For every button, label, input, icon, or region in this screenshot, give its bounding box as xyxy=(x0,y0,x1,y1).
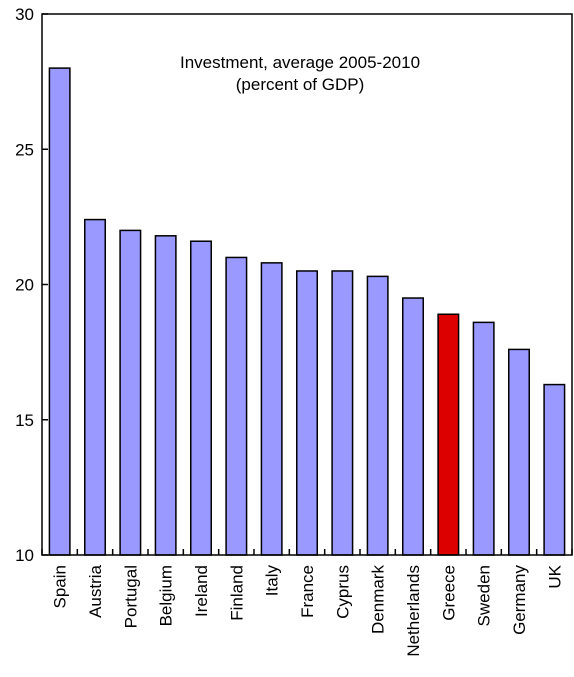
x-category-label: Cyprus xyxy=(333,565,352,619)
bar-greece xyxy=(437,313,460,556)
x-category-label: France xyxy=(298,565,317,618)
chart-title: Investment, average 2005-2010 xyxy=(180,53,420,72)
bar-italy xyxy=(260,262,283,556)
x-category-label: Denmark xyxy=(369,565,388,634)
bar-finland xyxy=(225,256,248,556)
x-category-label: Netherlands xyxy=(404,565,423,657)
bar-netherlands xyxy=(402,297,424,556)
x-category-label: Ireland xyxy=(192,565,211,617)
x-category-label: UK xyxy=(545,564,564,588)
y-tick-label: 10 xyxy=(15,546,34,565)
bar-sweden xyxy=(472,321,495,556)
bar-cyprus xyxy=(331,270,354,556)
x-category-label: Italy xyxy=(263,565,282,597)
y-tick-label: 15 xyxy=(15,411,34,430)
bar-spain xyxy=(48,67,71,556)
bars-group xyxy=(48,67,566,556)
bar-germany xyxy=(508,348,530,556)
bar-uk xyxy=(543,383,566,556)
bar-france xyxy=(296,270,318,556)
bar-denmark xyxy=(366,275,389,556)
x-category-label: Spain xyxy=(51,565,70,608)
bar-belgium xyxy=(154,235,177,556)
x-category-label: Greece xyxy=(439,565,458,621)
x-category-label: Belgium xyxy=(157,565,176,626)
y-tick-label: 30 xyxy=(15,5,34,24)
x-category-label: Portugal xyxy=(121,565,140,628)
y-tick-label: 20 xyxy=(15,276,34,295)
bar-ireland xyxy=(190,240,212,556)
bar-austria xyxy=(84,218,106,556)
x-labels-group: Spain Austria Portugal Belgium Ireland Finlan… xyxy=(51,564,565,656)
x-category-label: Finland xyxy=(227,565,246,621)
x-category-label: Germany xyxy=(510,565,529,635)
y-ticks-group: 10 15 20 25 30 xyxy=(15,5,573,565)
bar-portugal xyxy=(119,229,142,556)
chart-subtitle: (percent of GDP) xyxy=(236,75,365,94)
y-tick-label: 25 xyxy=(15,140,34,159)
x-category-label: Sweden xyxy=(475,565,494,626)
x-category-label: Austria xyxy=(86,564,105,617)
